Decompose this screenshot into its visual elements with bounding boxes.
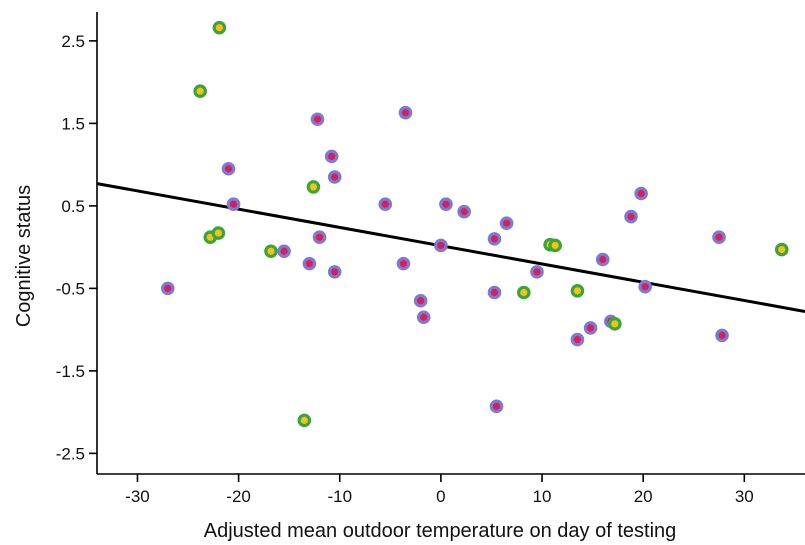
y-tick-label: 2.5 xyxy=(61,32,85,51)
data-point xyxy=(310,112,325,127)
x-tick-label: 20 xyxy=(634,487,653,506)
data-point xyxy=(306,180,321,194)
data-point xyxy=(264,244,278,259)
x-tick-label: -30 xyxy=(125,487,150,506)
y-tick-label: 1.5 xyxy=(61,114,85,133)
data-point xyxy=(193,84,207,98)
data-point xyxy=(715,328,729,343)
data-point xyxy=(297,413,312,428)
data-point xyxy=(548,238,562,253)
y-tick-label: -2.5 xyxy=(56,444,85,463)
data-point xyxy=(608,317,622,331)
x-ticks: -30 -20 -10 0 10 20 30 xyxy=(125,474,754,506)
y-tick-label: -1.5 xyxy=(56,362,85,381)
data-point xyxy=(487,232,502,246)
data-point xyxy=(226,197,241,212)
data-point xyxy=(530,265,544,279)
data-point xyxy=(712,230,726,245)
data-point xyxy=(327,265,342,279)
data-point xyxy=(413,293,428,308)
data-point xyxy=(570,332,585,347)
y-ticks: 2.5 1.5 0.5 -0.5 -1.5 -2.5 xyxy=(56,32,97,463)
data-points xyxy=(161,20,789,428)
x-tick-label: -20 xyxy=(226,487,251,506)
x-tick-label: 30 xyxy=(735,487,754,506)
axes xyxy=(96,12,805,475)
data-point xyxy=(211,226,226,240)
data-point xyxy=(398,105,413,120)
regression-line-group xyxy=(96,182,805,313)
data-point xyxy=(396,256,411,271)
data-point xyxy=(434,238,448,253)
data-point xyxy=(638,279,652,294)
x-axis-title: Adjusted mean outdoor temperature on day… xyxy=(204,520,677,542)
data-point xyxy=(595,252,610,267)
data-point xyxy=(277,244,291,259)
x-tick-label: -10 xyxy=(327,487,352,506)
data-point xyxy=(634,186,648,201)
data-point xyxy=(774,242,789,257)
data-point xyxy=(212,20,227,35)
data-point xyxy=(161,281,175,296)
data-point xyxy=(416,310,431,325)
data-point xyxy=(312,230,327,245)
data-point xyxy=(221,161,236,176)
data-point xyxy=(302,256,317,271)
y-axis-title: Cognitive status xyxy=(13,185,35,327)
data-point xyxy=(457,204,471,219)
data-point xyxy=(499,216,514,230)
data-point xyxy=(378,197,393,212)
data-point xyxy=(487,285,502,300)
data-point xyxy=(327,170,342,184)
x-tick-label: 0 xyxy=(436,487,445,506)
data-point xyxy=(324,149,339,164)
data-point xyxy=(489,399,504,414)
y-tick-label: -0.5 xyxy=(56,279,85,298)
data-point xyxy=(570,284,585,298)
x-tick-label: 10 xyxy=(533,487,552,506)
data-point xyxy=(583,321,598,335)
data-point xyxy=(517,285,531,300)
y-tick-label: 0.5 xyxy=(61,197,85,216)
data-point xyxy=(624,209,638,224)
data-point xyxy=(439,197,453,212)
regression-line xyxy=(96,182,805,313)
